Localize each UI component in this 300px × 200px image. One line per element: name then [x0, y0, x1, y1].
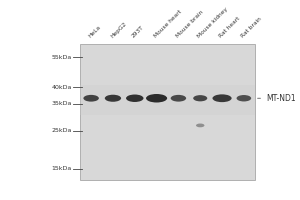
Ellipse shape [105, 95, 121, 102]
Ellipse shape [196, 124, 205, 127]
Ellipse shape [171, 95, 186, 102]
Bar [80, 85, 255, 115]
Text: 25kDa: 25kDa [51, 128, 72, 133]
Ellipse shape [193, 95, 207, 101]
Text: HepG2: HepG2 [110, 21, 128, 39]
Text: 55kDa: 55kDa [52, 55, 72, 60]
Text: MT-ND1: MT-ND1 [258, 94, 296, 103]
Text: Rat brain: Rat brain [240, 17, 263, 39]
Bar [80, 44, 255, 180]
Text: Mouse kidney: Mouse kidney [197, 7, 229, 39]
Ellipse shape [126, 95, 143, 102]
Ellipse shape [146, 94, 167, 103]
Text: 40kDa: 40kDa [51, 85, 72, 90]
Text: 15kDa: 15kDa [52, 166, 72, 171]
Text: 35kDa: 35kDa [51, 101, 72, 106]
Ellipse shape [237, 95, 251, 101]
Text: HeLa: HeLa [88, 25, 102, 39]
Text: Mouse heart: Mouse heart [153, 10, 183, 39]
Text: 293T: 293T [131, 25, 145, 39]
Ellipse shape [212, 94, 232, 102]
Text: Mouse brain: Mouse brain [175, 10, 204, 39]
Text: Rat heart: Rat heart [218, 16, 242, 39]
Ellipse shape [83, 95, 99, 102]
